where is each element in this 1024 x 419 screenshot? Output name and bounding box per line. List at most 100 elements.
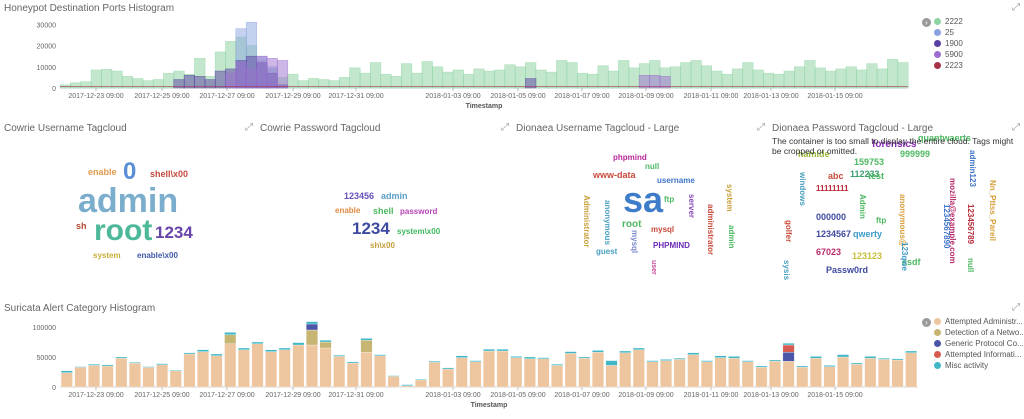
tag-word[interactable]: server	[687, 194, 696, 219]
tag-word[interactable]: admin	[78, 182, 179, 220]
stacked-bar-segment	[428, 361, 441, 363]
tag-word[interactable]: abc	[828, 171, 844, 181]
legend-item[interactable]: Generic Protocol Co...	[934, 339, 1024, 348]
histogram-bar	[607, 70, 619, 89]
tag-word[interactable]: root	[622, 219, 642, 230]
legend-item[interactable]: 2222	[934, 17, 963, 26]
legend-swatch	[934, 51, 941, 58]
legend-item[interactable]: Detection of a Netwo...	[934, 328, 1024, 337]
tag-word[interactable]: quantwaerts	[918, 133, 972, 143]
stacked-bar-segment	[796, 367, 809, 388]
tag-word[interactable]: system\x00	[397, 227, 441, 236]
tag-word[interactable]: 1234	[352, 219, 390, 238]
tag-word[interactable]: sa	[623, 179, 664, 220]
expand-icon[interactable]: ⤢	[1012, 302, 1020, 313]
tag-word[interactable]: qwerty	[853, 229, 883, 239]
stacked-bar-segment	[905, 350, 918, 353]
legend-swatch	[934, 18, 941, 25]
tag-word[interactable]: www-data	[593, 170, 636, 180]
tag-word[interactable]: anonymous	[603, 200, 612, 245]
stacked-bar-segment	[782, 352, 795, 362]
tag-word[interactable]: ftp	[876, 216, 887, 225]
tag-word[interactable]: 123456	[344, 191, 375, 201]
legend-item[interactable]: 5900	[934, 50, 963, 59]
tag-word[interactable]: golfer	[784, 220, 793, 243]
tag-word[interactable]: 1234567	[816, 229, 852, 239]
tag-word[interactable]: 11111111	[816, 184, 849, 193]
tag-word[interactable]: user	[650, 260, 657, 275]
histogram-bar	[804, 60, 816, 89]
tag-word[interactable]: Passw0rd	[826, 265, 869, 275]
tag-word[interactable]: 159753	[854, 157, 885, 167]
tag-word[interactable]: 123qwe	[900, 242, 909, 271]
tag-word[interactable]: username	[657, 176, 695, 185]
tag-word[interactable]: root	[94, 214, 153, 247]
tag-word[interactable]: guest	[596, 247, 618, 256]
tag-word[interactable]: sh	[76, 221, 87, 231]
tag-word[interactable]: mysql	[651, 225, 675, 234]
legend-item[interactable]: Misc activity	[934, 361, 988, 370]
tag-word[interactable]: enable	[335, 206, 361, 215]
histogram-bar	[494, 69, 506, 89]
expand-icon[interactable]: ⤢	[757, 122, 765, 133]
tag-word[interactable]: 000000	[816, 212, 847, 222]
stacked-bar-segment	[782, 344, 795, 353]
legend-toggle-icon[interactable]: ›	[922, 18, 931, 27]
tag-word[interactable]: mozilla@example.com	[948, 178, 957, 264]
tag-word[interactable]: system	[725, 184, 734, 212]
tag-word[interactable]: sh\x00	[370, 241, 395, 250]
tag-word[interactable]: windows	[798, 172, 807, 206]
tag-word[interactable]: Nn_Pttss_Pareil	[988, 180, 997, 241]
expand-icon[interactable]: ⤢	[1012, 2, 1020, 13]
tag-word[interactable]: enable	[88, 167, 117, 177]
tag-word[interactable]: 123456789	[966, 204, 975, 245]
stacked-bar-segment	[769, 359, 781, 362]
tag-word[interactable]: admin	[381, 191, 408, 201]
legend-item[interactable]: 1900	[934, 39, 963, 48]
legend-item[interactable]: 25	[934, 28, 954, 37]
legend-toggle-icon[interactable]: ›	[922, 318, 931, 327]
tag-word[interactable]: shell	[373, 206, 394, 216]
tag-word[interactable]: PHPMIND	[653, 241, 690, 250]
tag-word[interactable]: password	[400, 207, 438, 216]
tag-word[interactable]: 999999	[900, 149, 931, 159]
expand-icon[interactable]: ⤢	[1012, 122, 1020, 133]
tag-word[interactable]: ftp	[664, 195, 675, 204]
tag-word[interactable]: anonymous@	[898, 194, 907, 247]
tag-word[interactable]: administrator	[706, 204, 715, 256]
tag-word[interactable]: shell\x00	[150, 169, 189, 179]
tag-word[interactable]: 1234567890	[942, 204, 951, 249]
x-tick-label: 2017-12-31 09:00	[328, 392, 383, 399]
tag-word[interactable]: enable\x00	[137, 251, 178, 260]
tag-word[interactable]: sysis	[782, 260, 791, 281]
legend-item[interactable]: Attempted Informati...	[934, 350, 1021, 359]
tag-word[interactable]: Administrator	[582, 195, 591, 248]
legend-item[interactable]: 2223	[934, 61, 963, 70]
legend-item[interactable]: Attempted Administr...	[934, 317, 1023, 326]
y-tick-label: 0	[52, 385, 56, 392]
tag-word[interactable]: null	[966, 258, 975, 273]
tag-word[interactable]: admin	[727, 225, 736, 249]
stacked-bar-segment	[210, 355, 223, 388]
stacked-bar-segment	[891, 359, 904, 388]
tag-word[interactable]: 1234	[155, 223, 193, 242]
tag-word[interactable]: 112233	[850, 169, 880, 179]
tag-word[interactable]: asdf	[902, 257, 921, 267]
tag-word[interactable]: 67023	[816, 247, 842, 257]
tag-word[interactable]: hamide	[798, 149, 830, 159]
tag-word[interactable]: test	[868, 171, 885, 181]
tag-word[interactable]: forensics	[872, 139, 917, 150]
panel-title: Suricata Alert Category Histogram	[4, 303, 156, 314]
tag-word[interactable]: Admin	[858, 194, 867, 219]
tag-word[interactable]: admin123	[968, 150, 977, 187]
expand-icon[interactable]: ⤢	[245, 122, 253, 133]
tag-word[interactable]: system	[93, 251, 121, 260]
tag-word[interactable]: 0	[123, 158, 137, 185]
stacked-bar-segment	[551, 364, 563, 366]
stacked-bar-segment	[592, 352, 604, 388]
tag-word[interactable]: 123123	[852, 251, 883, 261]
expand-icon[interactable]: ⤢	[501, 122, 509, 133]
tag-word[interactable]: phpmind	[613, 153, 647, 162]
tag-word[interactable]: mysql	[630, 230, 639, 254]
tag-word[interactable]: null	[645, 162, 660, 171]
